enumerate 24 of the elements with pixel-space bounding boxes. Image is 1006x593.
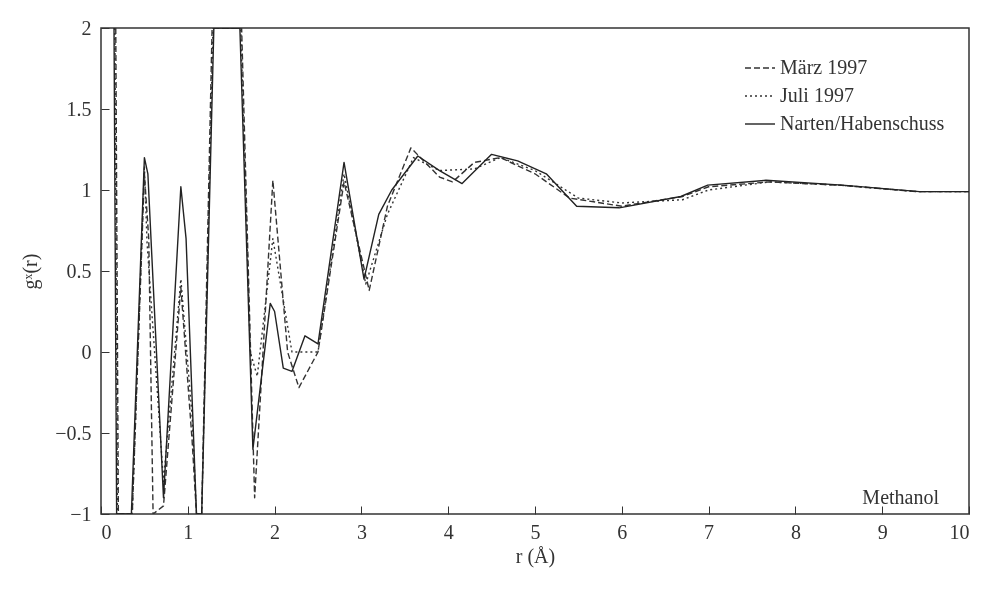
y-tick-label: −1 (70, 502, 92, 525)
x-tick-label: 9 (877, 520, 888, 543)
x-tick-label: 3 (356, 520, 367, 543)
y-tick-label: 2 (81, 16, 92, 39)
y-axis-title: gˣ(r) (19, 253, 43, 290)
y-tick-label: −0.5 (55, 421, 92, 444)
x-tick-label: 0 (101, 520, 112, 543)
y-tick-label: 0 (81, 340, 92, 363)
legend-label: März 1997 (780, 56, 868, 78)
y-tick-label: 1.5 (66, 97, 92, 120)
x-tick-label: 4 (443, 520, 454, 543)
x-axis-title: r (Å) (515, 544, 556, 568)
y-tick-label: 1 (81, 178, 92, 201)
legend-label: Juli 1997 (780, 84, 854, 106)
y-tick-label: 0.5 (66, 259, 92, 282)
annotation: Methanol (862, 486, 940, 508)
x-tick-label: 6 (617, 520, 628, 543)
x-tick-label: 7 (704, 520, 715, 543)
x-tick-label: 1 (183, 520, 194, 543)
x-tick-label: 5 (530, 520, 541, 543)
x-tick-label: 8 (790, 520, 801, 543)
x-tick-label: 10 (949, 520, 970, 543)
legend-label: Narten/Habenschuss (780, 112, 945, 134)
x-tick-label: 2 (270, 520, 281, 543)
